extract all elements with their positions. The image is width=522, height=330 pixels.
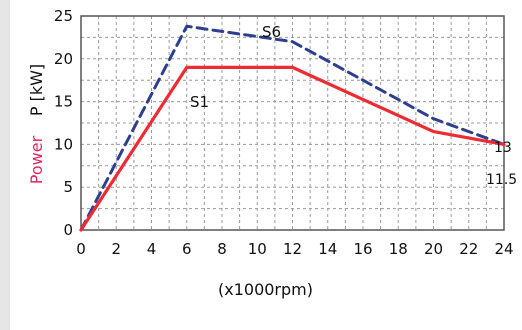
x-tick-label: 6 [182,240,192,258]
x-tick-label: 2 [111,240,121,258]
series-line-s6 [79,24,506,232]
x-tick-label: 12 [283,240,302,258]
y-tick-label: 20 [54,50,73,68]
x-tick-label: 0 [76,240,86,258]
series-layer [79,24,506,232]
x-tick-label: 10 [248,240,267,258]
y-axis-label-power: Power [27,135,46,184]
x-tick-label: 24 [494,240,513,258]
y-tick-label: 15 [54,93,73,111]
x-tick-label: 18 [389,240,408,258]
y-axis-label-kw: P [kW] [27,64,46,116]
axis-layer [80,15,505,231]
series-label-s1: S1 [190,93,209,111]
y-tick-label: 10 [54,135,73,153]
x-axis-label: (x1000rpm) [218,280,313,299]
x-tick-label: 22 [459,240,478,258]
x-tick-label: 16 [353,240,372,258]
x-tick-label: 4 [147,240,157,258]
chart-panel: 0 2 4 6 8 10 12 14 16 18 20 22 24 0 5 10 15 20 25 S6 S1 13… [10,0,522,330]
grid-layer [81,16,504,230]
y-tick-label: 0 [63,221,73,239]
annotation-value-13: 13 [494,140,512,156]
y-tick-label: 5 [63,178,73,196]
x-tick-label: 20 [424,240,443,258]
y-tick-label: 25 [54,7,73,25]
x-tick-label: 8 [217,240,227,258]
plot-frame [80,15,505,231]
series-line-s1 [79,65,506,232]
series-label-s6: S6 [262,23,281,41]
annotation-value-11-5: 11.5 [486,172,517,188]
x-tick-label: 14 [318,240,337,258]
